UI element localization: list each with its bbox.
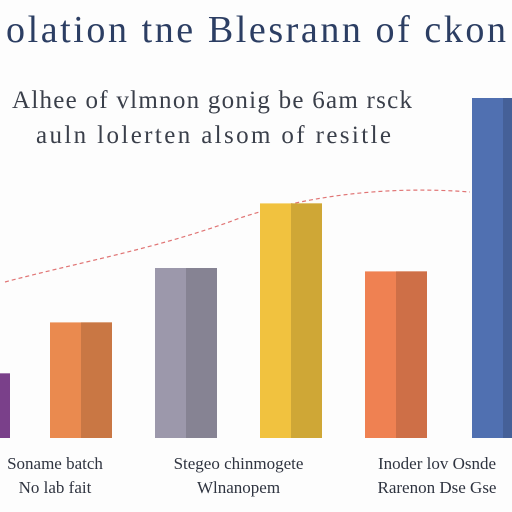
bar-side [0,373,10,438]
subtitle: Alhee of vlmnon gonig be 6am rsck [12,87,413,114]
chart-title: olation tne Blesrann of ckon [6,9,506,51]
bar-side [291,203,322,438]
subtitle: auln lolerten alsom of resitle [36,122,391,149]
bar-side [81,322,112,438]
bar-side [396,271,427,438]
x-tick-label: Stegeo chinmogete Wlnanopem [173,454,304,497]
x-tick-label: Inoder lov Osnde Rarenon Dse Gse [377,454,497,497]
bar-side [503,98,512,438]
bar-side [186,268,217,438]
x-tick-label: Soname batch No lab fait [7,454,103,497]
trend-line [4,189,471,283]
